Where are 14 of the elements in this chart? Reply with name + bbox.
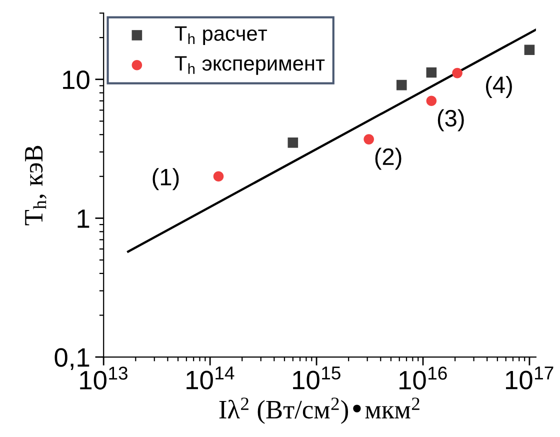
y-axis-title: T$_{h}$, кэВ	[25, 146, 46, 226]
x-tick-label: 10$^{16}$	[400, 366, 447, 390]
y-tick-label: 1	[78, 210, 90, 228]
x-tick-label: 10$^{15}$	[293, 366, 340, 390]
x-axis-title: Iλ$^{2}$ (Вт/см$^{2}$)•мкм$^{2}$	[219, 398, 420, 424]
legend-label: T$_{h}$ расчет	[174, 26, 268, 45]
annotation: (3)	[438, 109, 464, 132]
legend-label: T$_{h}$ эксперимент	[174, 56, 325, 75]
annotation: (4)	[486, 76, 512, 98]
x-tick-label: 10$^{17}$	[506, 366, 554, 390]
y-tick-label: 10	[63, 70, 90, 90]
annotation: (2)	[375, 148, 402, 170]
annotation: (1)	[152, 168, 179, 190]
x-tick-label: 10$^{14}$	[186, 366, 234, 390]
